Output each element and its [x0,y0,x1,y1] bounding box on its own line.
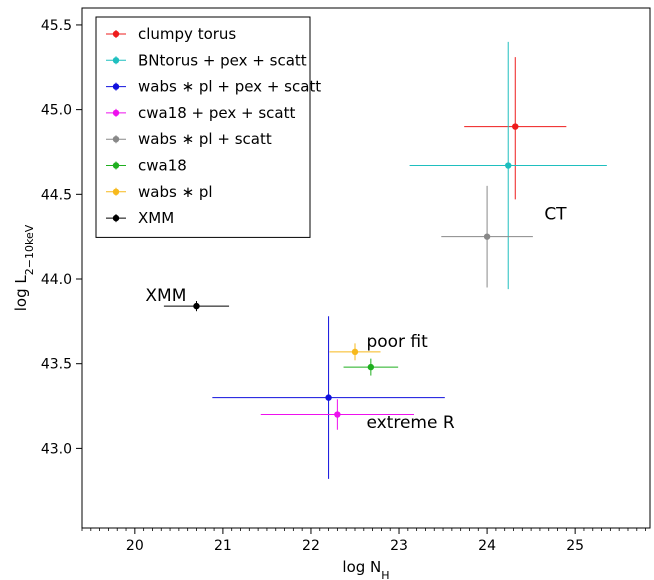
legend-label: BNtorus + pex + scatt [138,51,307,69]
y-tick-label: 45.5 [41,18,72,34]
data-point [441,185,533,288]
x-tick-label: 21 [214,538,232,554]
legend-entry: wabs ∗ pl + scatt [106,130,272,148]
point-marker [367,363,375,371]
legend-frame [95,16,311,238]
point-marker [334,411,341,418]
legend-entry: wabs ∗ pl + pex + scatt [106,78,321,96]
legend-swatch-marker [112,83,120,90]
legend-label: XMM [138,209,174,227]
y-axis-label: log L2−10keV [12,224,36,311]
legend-label: cwa18 + pex + scatt [138,104,296,122]
data-point [260,399,414,430]
annotation-label: CT [544,205,567,225]
legend-swatch-marker [112,162,120,169]
point-marker [351,348,359,356]
legend-entry: cwa18 + pex + scatt [106,104,296,122]
legend-entry: clumpy torus [106,25,236,43]
x-tick-label: 23 [390,538,408,554]
x-axis-label: log NH [342,558,389,580]
point-marker [512,123,519,130]
plot-frame [81,7,651,529]
marks-layer [163,41,607,479]
x-tick-label: 22 [302,538,320,554]
y-axis-label-main: log L [12,275,30,312]
legend: clumpy torus BNtorus + pex + scatt wabs ∗ … [95,16,321,238]
y-tick-label: 43.0 [41,441,72,457]
y-axis-label-sub: 2−10keV [23,224,36,275]
ticks-layer: 20 21 22 23 24 25 43.0 43.5 44.0 44.5 45.0 45.5 [41,18,646,554]
x-tick-label: 20 [126,538,144,554]
legend-swatch-marker [112,188,120,195]
data-point [163,301,230,312]
x-tick-label: 24 [478,538,496,554]
legend-entry: wabs ∗ pl [106,183,213,201]
data-point [329,343,381,361]
legend-swatch-marker [112,214,120,222]
legend-entry: BNtorus + pex + scatt [106,51,307,69]
legend-entry: cwa18 [106,157,187,175]
y-tick-label: 44.0 [41,272,72,288]
point-marker [483,233,491,240]
x-tick-label: 25 [566,538,584,554]
x-axis-label-main: log N [342,558,381,576]
data-point [343,358,399,376]
legend-entry: XMM [106,209,174,227]
annotation-label: XMM [145,286,186,306]
point-marker [193,302,200,310]
x-axis-label-sub: H [381,569,389,580]
point-marker [505,162,512,169]
data-point [212,316,445,479]
data-point [409,41,607,290]
legend-label: wabs ∗ pl + scatt [138,130,272,148]
legend-label: wabs ∗ pl + pex + scatt [138,78,321,96]
legend-swatch-marker [112,109,120,117]
annotation-label: extreme R [366,413,454,433]
legend-swatch-marker [112,30,120,38]
legend-label: clumpy torus [138,25,236,43]
y-tick-label: 44.5 [41,187,72,203]
legend-swatch-marker [112,57,120,64]
annotation-label: poor fit [366,332,428,352]
legend-label: wabs ∗ pl [138,183,213,201]
point-marker [325,394,332,401]
legend-swatch-marker [112,136,120,143]
annotations-layer: CT XMM poor fit extreme R [145,205,567,433]
legend-label: cwa18 [138,157,187,175]
y-tick-label: 43.5 [41,357,72,373]
data-point [464,57,567,200]
y-tick-label: 45.0 [41,103,72,119]
